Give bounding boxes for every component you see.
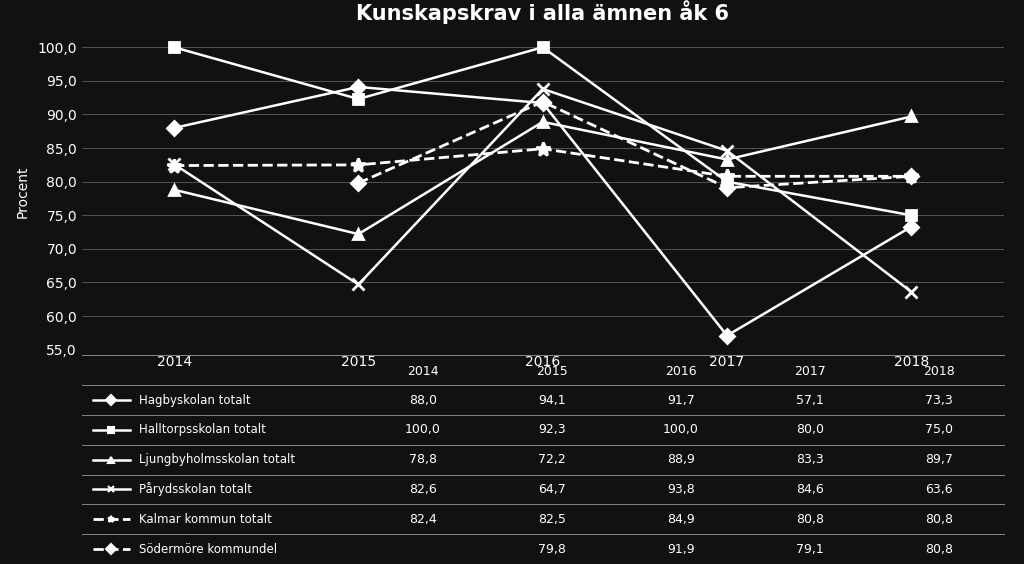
Text: 2016: 2016 bbox=[666, 365, 696, 378]
Text: 92,3: 92,3 bbox=[539, 424, 565, 437]
Text: 72,2: 72,2 bbox=[538, 453, 566, 466]
Line: Kalmar kommun totalt: Kalmar kommun totalt bbox=[167, 142, 919, 183]
Text: 2015: 2015 bbox=[536, 365, 568, 378]
Text: 75,0: 75,0 bbox=[925, 424, 953, 437]
Text: 100,0: 100,0 bbox=[663, 424, 699, 437]
Kalmar kommun totalt bbox=[721, 173, 733, 180]
Text: 73,3: 73,3 bbox=[925, 394, 953, 407]
Ljungbyholmsskolan totalt bbox=[905, 113, 918, 120]
Text: 80,8: 80,8 bbox=[796, 513, 824, 526]
Halltorpsskolan totalt bbox=[352, 96, 365, 103]
Text: 82,6: 82,6 bbox=[409, 483, 437, 496]
Halltorpsskolan totalt bbox=[721, 178, 733, 185]
Ljungbyholmsskolan totalt bbox=[352, 231, 365, 237]
Ljungbyholmsskolan totalt bbox=[537, 118, 549, 125]
Text: 91,9: 91,9 bbox=[668, 543, 694, 556]
Text: 83,3: 83,3 bbox=[796, 453, 824, 466]
Kalmar kommun totalt bbox=[352, 161, 365, 168]
Text: 64,7: 64,7 bbox=[538, 483, 566, 496]
Text: 2018: 2018 bbox=[923, 365, 955, 378]
Line: Hagbyskolan totalt: Hagbyskolan totalt bbox=[169, 82, 916, 341]
Text: 63,6: 63,6 bbox=[926, 483, 952, 496]
Text: 57,1: 57,1 bbox=[796, 394, 824, 407]
Text: 89,7: 89,7 bbox=[925, 453, 953, 466]
Y-axis label: Procent: Procent bbox=[15, 165, 30, 218]
Line: Halltorpsskolan totalt: Halltorpsskolan totalt bbox=[169, 42, 916, 220]
Kalmar kommun totalt bbox=[905, 173, 918, 180]
Text: 82,4: 82,4 bbox=[409, 513, 437, 526]
Halltorpsskolan totalt bbox=[905, 212, 918, 219]
Text: 78,8: 78,8 bbox=[409, 453, 437, 466]
Södermöre kommundel bbox=[905, 173, 918, 180]
Ljungbyholmsskolan totalt bbox=[168, 186, 180, 193]
Text: 84,6: 84,6 bbox=[796, 483, 824, 496]
Line: Södermöre kommundel: Södermöre kommundel bbox=[353, 97, 916, 192]
Text: 2014: 2014 bbox=[408, 365, 438, 378]
Text: 88,0: 88,0 bbox=[409, 394, 437, 407]
Text: 84,9: 84,9 bbox=[667, 513, 695, 526]
Line: Ljungbyholmsskolan totalt: Ljungbyholmsskolan totalt bbox=[169, 112, 916, 239]
Text: Kalmar kommun totalt: Kalmar kommun totalt bbox=[139, 513, 272, 526]
Text: Pårydsskolan totalt: Pårydsskolan totalt bbox=[139, 482, 252, 496]
Hagbyskolan totalt bbox=[537, 100, 549, 107]
Text: 79,1: 79,1 bbox=[796, 543, 824, 556]
Södermöre kommundel bbox=[721, 184, 733, 191]
Text: Hagbyskolan totalt: Hagbyskolan totalt bbox=[139, 394, 251, 407]
Pårydsskolan totalt bbox=[905, 289, 918, 296]
Text: 82,5: 82,5 bbox=[538, 513, 566, 526]
Text: 80,8: 80,8 bbox=[925, 513, 953, 526]
Hagbyskolan totalt bbox=[721, 332, 733, 339]
Text: 91,7: 91,7 bbox=[667, 394, 695, 407]
Pårydsskolan totalt bbox=[721, 147, 733, 154]
Halltorpsskolan totalt bbox=[168, 44, 180, 51]
Halltorpsskolan totalt bbox=[537, 44, 549, 51]
Södermöre kommundel bbox=[537, 98, 549, 105]
Ljungbyholmsskolan totalt bbox=[721, 156, 733, 163]
Text: 79,8: 79,8 bbox=[538, 543, 566, 556]
Text: 2017: 2017 bbox=[794, 365, 826, 378]
Title: Kunskapskrav i alla ämnen åk 6: Kunskapskrav i alla ämnen åk 6 bbox=[356, 0, 729, 24]
Hagbyskolan totalt bbox=[905, 223, 918, 230]
Text: Södermöre kommundel: Södermöre kommundel bbox=[139, 543, 278, 556]
Text: Halltorpsskolan totalt: Halltorpsskolan totalt bbox=[139, 424, 266, 437]
Kalmar kommun totalt bbox=[168, 162, 180, 169]
Text: 94,1: 94,1 bbox=[539, 394, 565, 407]
Text: 80,8: 80,8 bbox=[925, 543, 953, 556]
Text: Ljungbyholmsskolan totalt: Ljungbyholmsskolan totalt bbox=[139, 453, 295, 466]
Text: 88,9: 88,9 bbox=[667, 453, 695, 466]
Södermöre kommundel bbox=[352, 180, 365, 187]
Line: Pårydsskolan totalt: Pårydsskolan totalt bbox=[168, 83, 918, 298]
Kalmar kommun totalt bbox=[537, 146, 549, 152]
Hagbyskolan totalt bbox=[352, 83, 365, 90]
Pårydsskolan totalt bbox=[537, 86, 549, 92]
Text: 100,0: 100,0 bbox=[404, 424, 441, 437]
Pårydsskolan totalt bbox=[352, 281, 365, 288]
Text: 80,0: 80,0 bbox=[796, 424, 824, 437]
Pårydsskolan totalt bbox=[168, 161, 180, 168]
Text: 93,8: 93,8 bbox=[667, 483, 695, 496]
Hagbyskolan totalt bbox=[168, 125, 180, 131]
